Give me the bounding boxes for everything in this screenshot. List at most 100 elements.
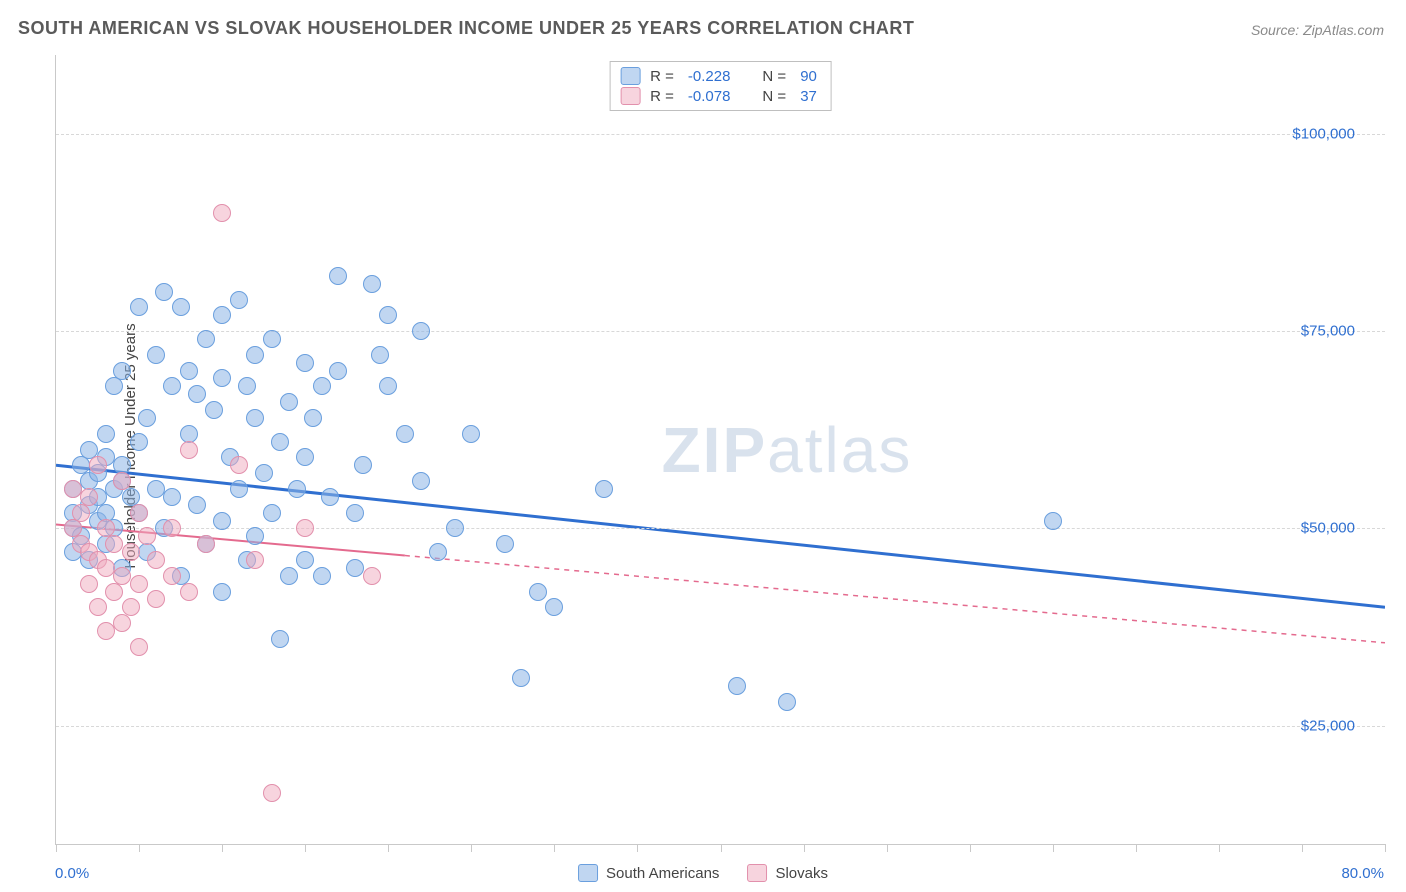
data-point <box>180 583 198 601</box>
data-point <box>296 448 314 466</box>
data-point <box>105 535 123 553</box>
data-point <box>89 598 107 616</box>
x-tick <box>970 844 971 852</box>
y-tick-label: $50,000 <box>1301 520 1355 537</box>
data-point <box>271 433 289 451</box>
x-tick <box>471 844 472 852</box>
data-point <box>213 369 231 387</box>
data-point <box>213 204 231 222</box>
data-point <box>147 480 165 498</box>
x-tick <box>1385 844 1386 852</box>
data-point <box>172 298 190 316</box>
data-point <box>412 322 430 340</box>
data-point <box>238 377 256 395</box>
x-tick <box>637 844 638 852</box>
data-point <box>80 488 98 506</box>
x-tick <box>1219 844 1220 852</box>
data-point <box>113 614 131 632</box>
plot-area: ZIPatlas R =-0.228N =90R =-0.078N =37 $2… <box>55 55 1385 845</box>
data-point <box>1044 512 1062 530</box>
data-point <box>147 590 165 608</box>
data-point <box>89 456 107 474</box>
stats-row: R =-0.228N =90 <box>620 66 821 86</box>
data-point <box>363 567 381 585</box>
x-tick <box>887 844 888 852</box>
data-point <box>529 583 547 601</box>
data-point <box>296 519 314 537</box>
data-point <box>180 441 198 459</box>
x-axis-end-label: 80.0% <box>1341 865 1384 882</box>
data-point <box>213 512 231 530</box>
y-tick-label: $100,000 <box>1292 125 1355 142</box>
watermark: ZIPatlas <box>662 413 913 487</box>
x-tick <box>388 844 389 852</box>
legend-label: Slovaks <box>775 865 828 882</box>
n-label: N = <box>762 68 786 85</box>
x-tick <box>721 844 722 852</box>
gridline <box>56 134 1385 135</box>
data-point <box>728 677 746 695</box>
data-point <box>130 638 148 656</box>
x-tick <box>1302 844 1303 852</box>
data-point <box>122 543 140 561</box>
data-point <box>97 425 115 443</box>
data-point <box>130 504 148 522</box>
data-point <box>97 559 115 577</box>
data-point <box>246 409 264 427</box>
data-point <box>147 551 165 569</box>
data-point <box>188 496 206 514</box>
data-point <box>778 693 796 711</box>
data-point <box>230 480 248 498</box>
data-point <box>105 583 123 601</box>
data-point <box>329 267 347 285</box>
data-point <box>429 543 447 561</box>
data-point <box>163 567 181 585</box>
x-tick <box>56 844 57 852</box>
n-value: 37 <box>800 88 817 105</box>
data-point <box>197 535 215 553</box>
data-point <box>155 283 173 301</box>
x-tick <box>222 844 223 852</box>
gridline <box>56 331 1385 332</box>
data-point <box>205 401 223 419</box>
data-point <box>280 567 298 585</box>
legend-swatch <box>578 864 598 882</box>
data-point <box>496 535 514 553</box>
legend-swatch <box>747 864 767 882</box>
data-point <box>379 306 397 324</box>
data-point <box>545 598 563 616</box>
series-swatch <box>620 87 640 105</box>
data-point <box>396 425 414 443</box>
chart-title: SOUTH AMERICAN VS SLOVAK HOUSEHOLDER INC… <box>18 18 914 39</box>
data-point <box>296 551 314 569</box>
y-tick-label: $75,000 <box>1301 323 1355 340</box>
data-point <box>263 504 281 522</box>
series-swatch <box>620 67 640 85</box>
data-point <box>296 354 314 372</box>
x-axis-start-label: 0.0% <box>55 865 89 882</box>
data-point <box>113 362 131 380</box>
n-label: N = <box>762 88 786 105</box>
data-point <box>313 567 331 585</box>
data-point <box>288 480 306 498</box>
x-tick <box>554 844 555 852</box>
data-point <box>230 291 248 309</box>
data-point <box>271 630 289 648</box>
data-point <box>163 488 181 506</box>
data-point <box>363 275 381 293</box>
data-point <box>64 480 82 498</box>
correlation-stats-box: R =-0.228N =90R =-0.078N =37 <box>609 61 832 111</box>
data-point <box>462 425 480 443</box>
data-point <box>130 575 148 593</box>
data-point <box>246 527 264 545</box>
r-value: -0.228 <box>688 68 731 85</box>
data-point <box>163 519 181 537</box>
legend-item: South Americans <box>578 864 719 882</box>
legend-item: Slovaks <box>747 864 828 882</box>
data-point <box>346 559 364 577</box>
data-point <box>412 472 430 490</box>
data-point <box>97 622 115 640</box>
data-point <box>246 551 264 569</box>
x-tick <box>804 844 805 852</box>
x-tick <box>1053 844 1054 852</box>
